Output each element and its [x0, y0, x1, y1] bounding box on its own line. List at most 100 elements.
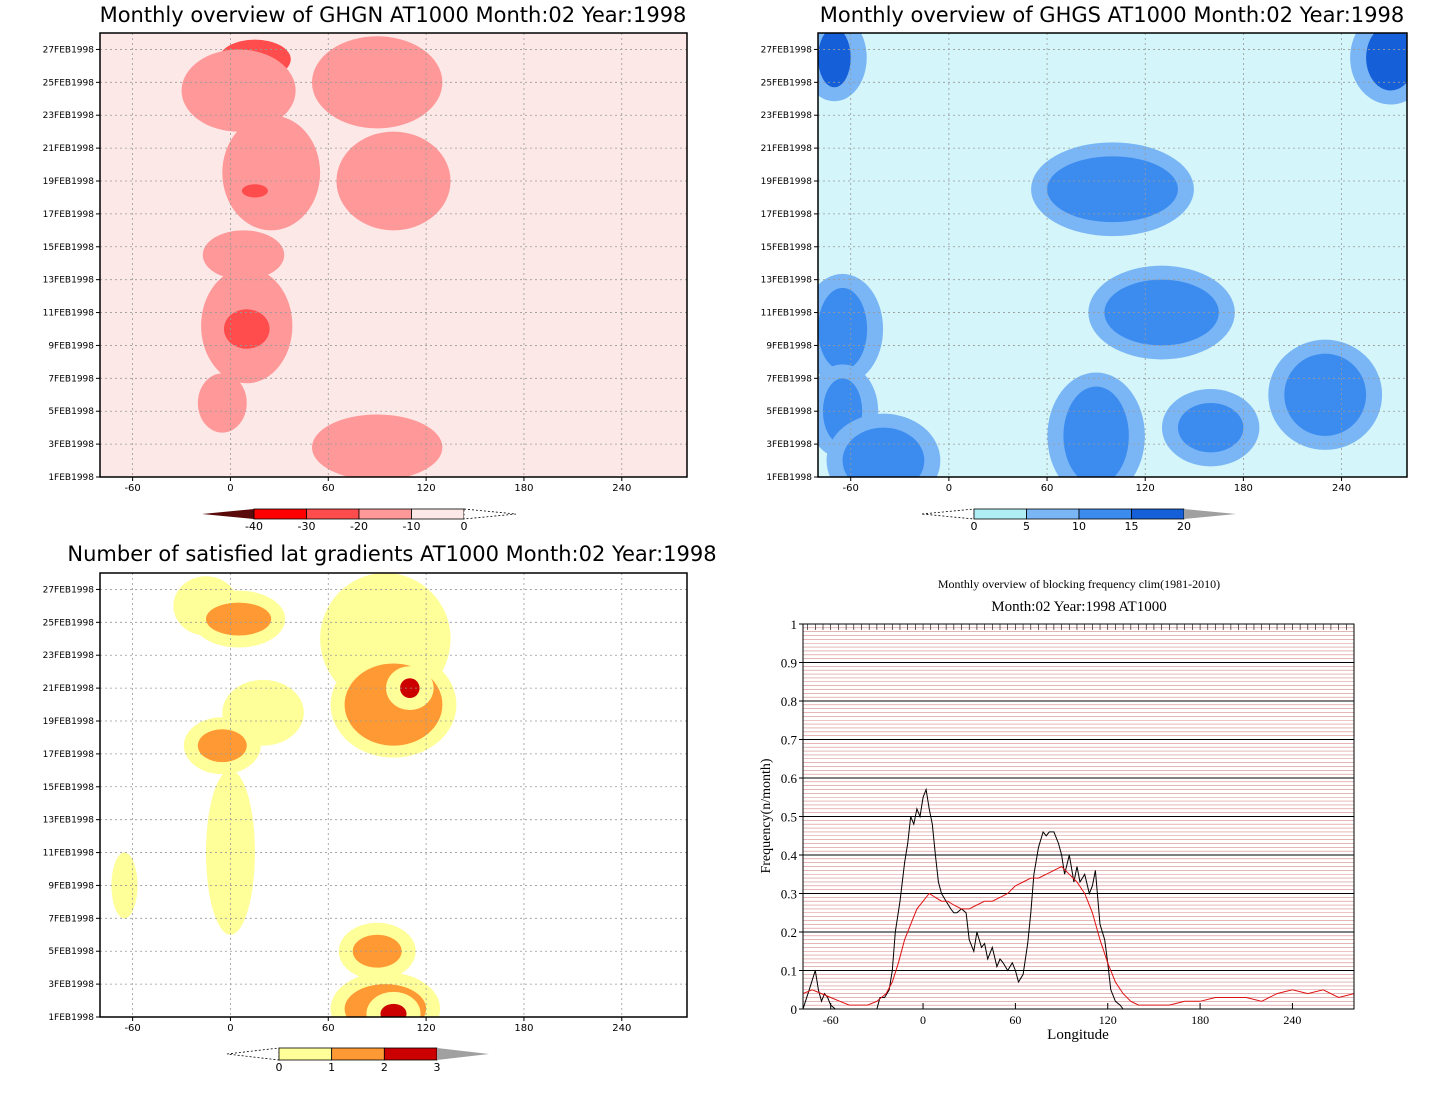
nsat-colorbar-right-arrow: [437, 1048, 489, 1060]
nsat-x-tick-label: 180: [514, 1023, 533, 1034]
ghgs-y-tick-label: 9FEB1998: [766, 341, 812, 351]
freq-x-tick-label: 60: [1009, 1013, 1021, 1027]
freq-y-tick-label: 0.2: [781, 925, 797, 940]
ghgn-y-tick-label: 7FEB1998: [48, 374, 94, 384]
ghgn-colorbar-label: 0: [461, 520, 468, 533]
ghgn-colorbar-segment: [358, 508, 412, 520]
ghgn-colorbar-segment: [411, 508, 465, 520]
ghgn-colorbar-label: -40: [245, 520, 263, 533]
ghgn-x-tick-label: -60: [124, 483, 140, 494]
nsat-colorbar-label: 2: [381, 1061, 388, 1074]
freq-x-tick-label: -60: [823, 1013, 839, 1027]
ghgn-colorbar-right-arrow: [463, 508, 517, 520]
ghgs-y-ticks: 1FEB1998 3FEB1998 5FEB1998 7FEB1998 9FEB1998…: [761, 45, 818, 483]
nsat-y-tick-label: 25FEB1998: [43, 618, 95, 628]
ghgs-colorbar-segment: [1078, 508, 1132, 520]
ghgn-y-tick-label: 9FEB1998: [48, 341, 94, 351]
nsat-colorbar-segment: [331, 1047, 385, 1061]
ghgs-contour-region: [1177, 403, 1244, 453]
ghgn-plot-frame: [99, 32, 688, 478]
nsat-grid: [100, 573, 687, 1018]
ghgs-contour-region: [1366, 33, 1407, 91]
ghgn-y-tick-label: 17FEB1998: [43, 210, 95, 220]
ghgs-colorbar-right-arrow: [1184, 509, 1236, 519]
ghgn-contour-region: [311, 414, 443, 477]
ghgn-contour-region: [202, 230, 285, 280]
ghgn-title: Monthly overview of GHGN AT1000 Month:02…: [100, 3, 687, 27]
ghgs-contour-region: [1284, 353, 1367, 436]
nsat-x-tick-label: 240: [612, 1023, 631, 1034]
ghgn-colorbar-left-arrow: [202, 509, 254, 519]
ghgs-y-tick-label: 15FEB1998: [761, 243, 813, 253]
ghgs-x-tick-label: -60: [843, 483, 859, 494]
nsat-x-ticks: -60 0 60 120 180 240: [124, 1017, 631, 1034]
nsat-y-tick-label: 23FEB1998: [43, 651, 95, 661]
freq-y-tick-label: 0.5: [781, 810, 797, 825]
ghgn-x-tick-label: 120: [417, 483, 436, 494]
ghgs-x-tick-label: 180: [1234, 483, 1253, 494]
ghgs-contour-region: [1047, 156, 1178, 223]
freq-series-line-red: [802, 865, 1355, 1006]
ghgn-contour-region: [222, 115, 321, 231]
ghgs-x-tick-label: 240: [1332, 483, 1351, 494]
nsat-contour-region: [380, 1003, 407, 1017]
nsat-panel: -60 0 60 120 180 240 1FEB19983FEB19985FEB1998…: [43, 572, 688, 1074]
nsat-x-tick-label: 60: [322, 1023, 335, 1034]
nsat-y-tick-label: 9FEB1998: [48, 881, 94, 891]
ghgs-y-tick-label: 13FEB1998: [761, 276, 813, 286]
ghgn-contour-region: [223, 309, 270, 349]
freq-y-tick-label: 1: [791, 617, 798, 632]
ghgs-x-tick-label: 0: [946, 483, 952, 494]
ghgn-colorbar-segment: [306, 508, 360, 520]
nsat-y-tick-label: 27FEB1998: [43, 585, 95, 595]
ghgn-y-tick-label: 13FEB1998: [43, 276, 95, 286]
nsat-y-tick-label: 13FEB1998: [43, 816, 95, 826]
ghgn-colorbar-label: -20: [350, 520, 368, 533]
ghgn-panel: -60 0 60 120 180 240 1FEB1998 3FEB1998 5FEB1998…: [43, 32, 688, 533]
freq-x-tick-label: 240: [1283, 1013, 1301, 1027]
ghgs-contour-region: [842, 427, 925, 477]
nsat-contour-region: [111, 852, 138, 919]
nsat-y-tick-label: 5FEB1998: [48, 947, 94, 957]
nsat-contour-region: [400, 678, 420, 698]
ghgs-colorbar-label: 20: [1177, 520, 1191, 533]
nsat-y-tick-label: 21FEB1998: [43, 684, 95, 694]
ghgn-grid: [100, 33, 687, 478]
ghgn-contours: [100, 33, 687, 477]
ghgs-colorbar-segment: [973, 508, 1027, 520]
nsat-y-tick-label: 15FEB1998: [43, 783, 95, 793]
freq-panel: Monthly overview of blocking frequency c…: [759, 577, 1355, 1043]
ghgn-colorbar-label: -10: [403, 520, 421, 533]
ghgs-colorbar-label: 0: [971, 520, 978, 533]
ghgs-y-tick-label: 11FEB1998: [761, 309, 813, 319]
ghgn-x-tick-label: 180: [514, 483, 533, 494]
ghgn-y-tick-label: 5FEB1998: [48, 407, 94, 417]
ghgn-y-tick-label: 21FEB1998: [43, 144, 95, 154]
freq-y-ticks: 0 0.1 0.2 0.3 0.4 0.5 0.6 0.7 0.8 0.9 1: [781, 617, 803, 1017]
nsat-y-tick-label: 1FEB1998: [48, 1013, 94, 1023]
nsat-contour-region: [352, 934, 402, 968]
ghgn-x-tick-label: 60: [322, 483, 335, 494]
freq-xlabel: Longitude: [1047, 1027, 1109, 1043]
ghgs-y-tick-label: 25FEB1998: [761, 78, 813, 88]
ghgs-colorbar-label: 15: [1125, 520, 1139, 533]
freq-x-tick-label: 0: [920, 1013, 926, 1027]
ghgs-y-tick-label: 19FEB1998: [761, 177, 813, 187]
ghgs-colorbar-left-arrow: [921, 508, 975, 520]
nsat-title: Number of satisfied lat gradients AT1000…: [67, 542, 716, 566]
ghgs-x-tick-label: 120: [1136, 483, 1155, 494]
nsat-colorbar-label: 0: [276, 1061, 283, 1074]
nsat-colorbar-segment: [383, 1047, 438, 1061]
nsat-y-tick-label: 17FEB1998: [43, 750, 95, 760]
nsat-y-tick-label: 3FEB1998: [48, 980, 94, 990]
ghgs-y-tick-label: 1FEB1998: [766, 473, 812, 483]
ghgs-contour-region: [818, 33, 851, 88]
ghgs-y-tick-label: 3FEB1998: [766, 440, 812, 450]
ghgs-contour-region: [818, 287, 868, 371]
ghgn-contour-region: [181, 49, 296, 132]
ghgs-colorbar-segment: [1026, 508, 1080, 520]
ghgs-contours: [818, 33, 1407, 477]
freq-title: Monthly overview of blocking frequency c…: [938, 577, 1220, 591]
ghgs-colorbar-segment: [1131, 508, 1185, 520]
